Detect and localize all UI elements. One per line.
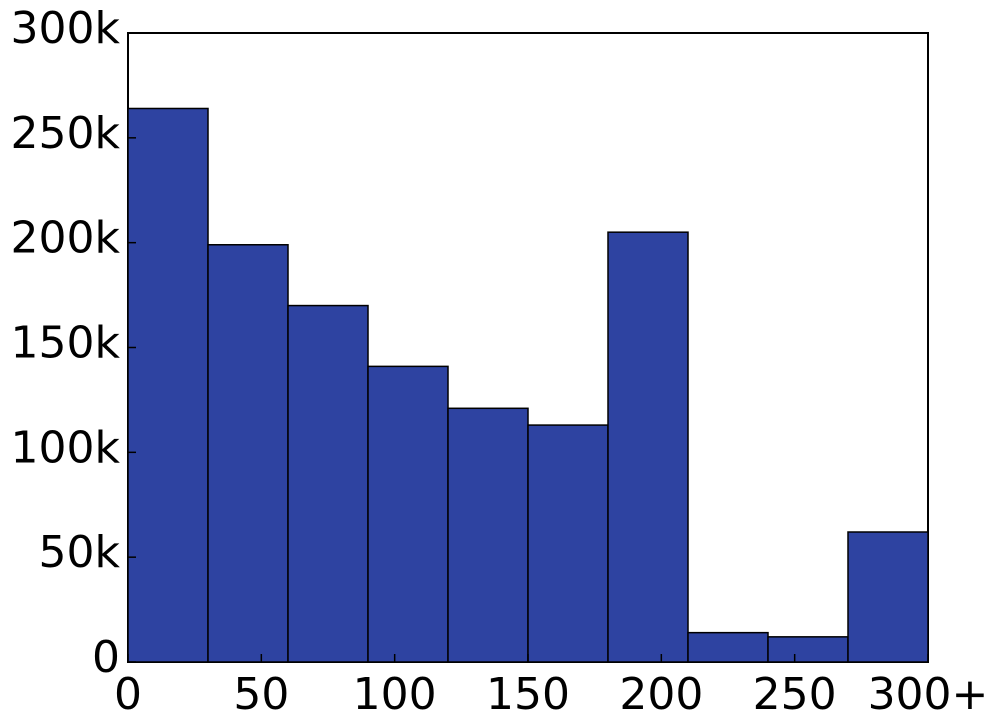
x-tick-label: 200 [619, 669, 703, 717]
y-tick-label: 50k [39, 527, 121, 578]
bar [847, 531, 929, 663]
x-tick-label: 150 [486, 669, 570, 717]
x-tick-label: 300+ [868, 669, 989, 717]
x-tick-label: 50 [233, 669, 289, 717]
x-tick-label: 250 [753, 669, 837, 717]
bar [447, 407, 529, 663]
bar [607, 231, 689, 663]
x-tick-label: 100 [353, 669, 437, 717]
bar [367, 365, 449, 663]
bar [687, 631, 769, 663]
y-tick-label: 100k [11, 422, 121, 473]
bar [207, 244, 289, 663]
bar [767, 636, 849, 663]
y-tick-label: 250k [11, 108, 121, 159]
y-tick-label: 300k [11, 3, 121, 54]
bar [527, 424, 609, 663]
y-tick-label: 0 [92, 632, 120, 683]
bar [287, 304, 369, 663]
x-tick-label: 0 [114, 669, 142, 717]
bar [127, 107, 209, 663]
y-tick-label: 150k [11, 318, 121, 369]
y-tick-label: 200k [11, 213, 121, 264]
